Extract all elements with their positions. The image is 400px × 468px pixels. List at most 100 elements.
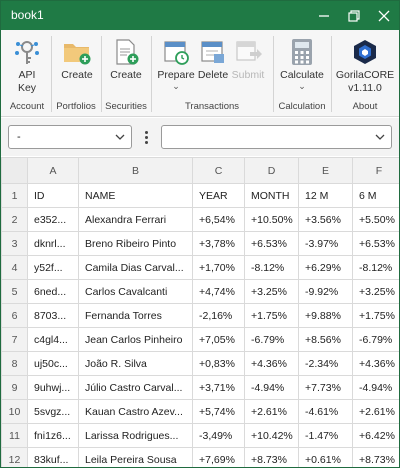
table-cell[interactable]: +1.75%: [244, 303, 299, 328]
row-header[interactable]: 2: [1, 207, 28, 232]
table-cell[interactable]: y52f...: [27, 255, 79, 280]
table-cell[interactable]: e352...: [27, 207, 79, 232]
table-cell[interactable]: Camila Dias Carval...: [78, 255, 193, 280]
table-cell[interactable]: dknrl...: [27, 231, 79, 256]
table-cell[interactable]: -3,49%: [192, 423, 245, 448]
row-header[interactable]: 11: [1, 423, 28, 448]
table-cell[interactable]: Alexandra Ferrari: [78, 207, 193, 232]
submit-button[interactable]: Submit: [231, 37, 265, 82]
table-cell[interactable]: Larissa Rodrigues...: [78, 423, 193, 448]
table-cell[interactable]: +3,71%: [192, 375, 245, 400]
table-cell[interactable]: -1.47%: [298, 423, 353, 448]
table-cell[interactable]: João R. Silva: [78, 351, 193, 376]
table-cell[interactable]: +9.88%: [298, 303, 353, 328]
table-cell[interactable]: +6.42%: [352, 423, 399, 448]
row-header[interactable]: 4: [1, 255, 28, 280]
column-header[interactable]: A: [27, 157, 79, 184]
table-cell[interactable]: +4.36%: [244, 351, 299, 376]
table-cell[interactable]: +3.25%: [244, 279, 299, 304]
table-cell[interactable]: MONTH: [244, 183, 299, 208]
row-header[interactable]: 1: [1, 183, 28, 208]
table-cell[interactable]: Breno Ribeiro Pinto: [78, 231, 193, 256]
table-cell[interactable]: YEAR: [192, 183, 245, 208]
column-header[interactable]: E: [298, 157, 353, 184]
row-header[interactable]: 7: [1, 327, 28, 352]
table-cell[interactable]: +3.25%: [352, 279, 399, 304]
table-cell[interactable]: -6.79%: [352, 327, 399, 352]
api-key-button[interactable]: API Key: [11, 37, 43, 95]
table-cell[interactable]: -4.94%: [352, 375, 399, 400]
table-cell[interactable]: +5.50%: [352, 207, 399, 232]
portfolio-select[interactable]: -: [8, 125, 132, 149]
row-header[interactable]: 5: [1, 279, 28, 304]
row-header[interactable]: 10: [1, 399, 28, 424]
table-cell[interactable]: -6.79%: [244, 327, 299, 352]
about-button[interactable]: GorilaCORE v1.11.0: [335, 37, 395, 95]
table-cell[interactable]: +6,54%: [192, 207, 245, 232]
table-cell[interactable]: +7.73%: [298, 375, 353, 400]
table-cell[interactable]: 83kuf...: [27, 447, 79, 467]
table-cell[interactable]: +8.73%: [352, 447, 399, 467]
filter-select[interactable]: [161, 125, 392, 149]
create-security-button[interactable]: Create: [108, 37, 144, 82]
table-cell[interactable]: +6.53%: [352, 231, 399, 256]
prepare-button[interactable]: Prepare ⌄: [157, 37, 195, 91]
table-cell[interactable]: 8703...: [27, 303, 79, 328]
table-cell[interactable]: +1.75%: [352, 303, 399, 328]
row-header[interactable]: 6: [1, 303, 28, 328]
table-cell[interactable]: 12 M: [298, 183, 353, 208]
table-cell[interactable]: -9.92%: [298, 279, 353, 304]
table-cell[interactable]: +5,74%: [192, 399, 245, 424]
table-cell[interactable]: -2.34%: [298, 351, 353, 376]
row-header[interactable]: 8: [1, 351, 28, 376]
calculate-button[interactable]: Calculate ⌄: [279, 37, 325, 91]
table-cell[interactable]: Júlio Castro Carval...: [78, 375, 193, 400]
column-header[interactable]: C: [192, 157, 245, 184]
table-cell[interactable]: Carlos Cavalcanti: [78, 279, 193, 304]
table-cell[interactable]: -8.12%: [244, 255, 299, 280]
table-cell[interactable]: +8.56%: [298, 327, 353, 352]
table-cell[interactable]: +3,78%: [192, 231, 245, 256]
table-cell[interactable]: +2.61%: [244, 399, 299, 424]
table-cell[interactable]: NAME: [78, 183, 193, 208]
table-cell[interactable]: +8.73%: [244, 447, 299, 467]
table-cell[interactable]: +6.29%: [298, 255, 353, 280]
table-cell[interactable]: +4,74%: [192, 279, 245, 304]
table-cell[interactable]: 5svgz...: [27, 399, 79, 424]
minimize-button[interactable]: [309, 1, 339, 30]
table-cell[interactable]: +6.53%: [244, 231, 299, 256]
table-cell[interactable]: Fernanda Torres: [78, 303, 193, 328]
select-all-corner[interactable]: [1, 157, 28, 184]
table-cell[interactable]: +0.61%: [298, 447, 353, 467]
table-cell[interactable]: +4.36%: [352, 351, 399, 376]
table-cell[interactable]: 9uhwj...: [27, 375, 79, 400]
table-cell[interactable]: +1,70%: [192, 255, 245, 280]
table-cell[interactable]: +10.50%: [244, 207, 299, 232]
column-header[interactable]: F: [352, 157, 399, 184]
table-cell[interactable]: fni1z6...: [27, 423, 79, 448]
table-cell[interactable]: uj50c...: [27, 351, 79, 376]
table-cell[interactable]: +10.42%: [244, 423, 299, 448]
table-cell[interactable]: 6 M: [352, 183, 399, 208]
more-options-icon[interactable]: [139, 125, 153, 149]
restore-button[interactable]: [339, 1, 369, 30]
table-cell[interactable]: Jean Carlos Pinheiro: [78, 327, 193, 352]
delete-button[interactable]: Delete: [197, 37, 229, 82]
table-cell[interactable]: 6ned...: [27, 279, 79, 304]
table-cell[interactable]: +3.56%: [298, 207, 353, 232]
create-portfolio-button[interactable]: Create: [59, 37, 95, 82]
table-cell[interactable]: +7,69%: [192, 447, 245, 467]
row-header[interactable]: 3: [1, 231, 28, 256]
table-cell[interactable]: +2.61%: [352, 399, 399, 424]
table-cell[interactable]: c4gl4...: [27, 327, 79, 352]
table-cell[interactable]: -8.12%: [352, 255, 399, 280]
row-header[interactable]: 9: [1, 375, 28, 400]
table-cell[interactable]: -4.94%: [244, 375, 299, 400]
table-cell[interactable]: -4.61%: [298, 399, 353, 424]
table-cell[interactable]: +7,05%: [192, 327, 245, 352]
table-cell[interactable]: ID: [27, 183, 79, 208]
table-cell[interactable]: -2,16%: [192, 303, 245, 328]
table-cell[interactable]: -3.97%: [298, 231, 353, 256]
column-header[interactable]: B: [78, 157, 193, 184]
table-cell[interactable]: +0,83%: [192, 351, 245, 376]
